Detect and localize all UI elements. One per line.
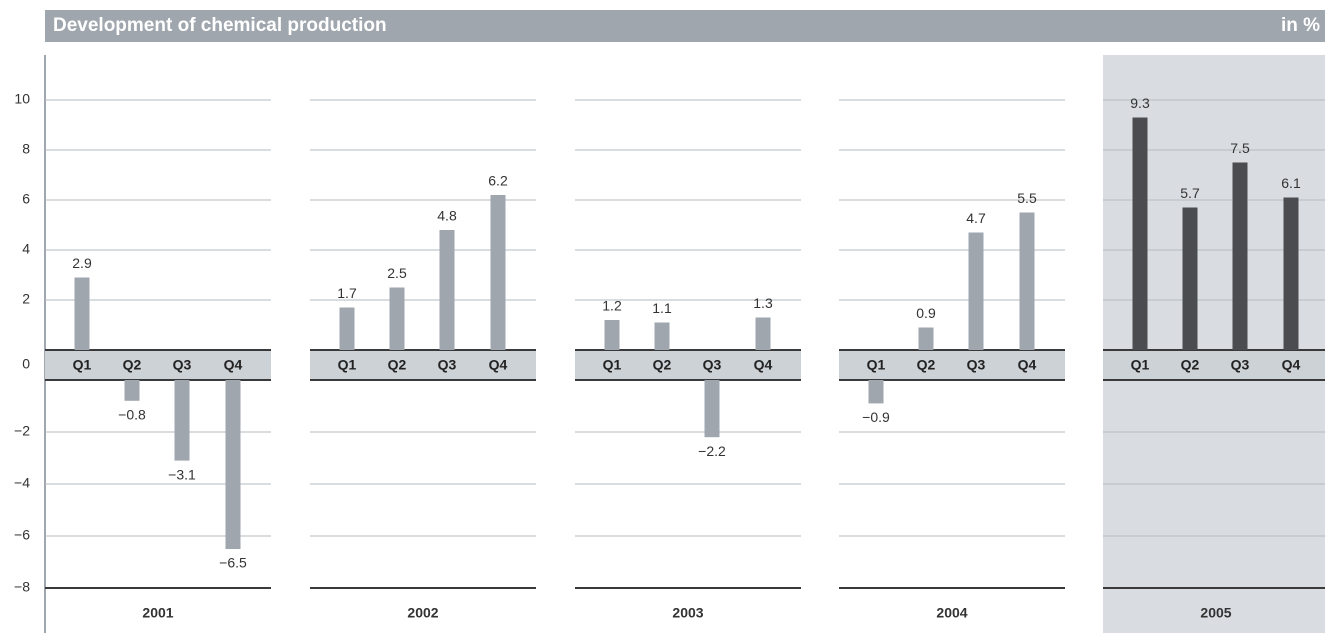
- quarter-label: Q3: [1231, 357, 1250, 373]
- value-label: 5.7: [1180, 185, 1200, 201]
- bar: [968, 232, 984, 350]
- value-label: 1.7: [337, 285, 357, 301]
- zero-band: [310, 350, 536, 380]
- value-label: 6.2: [488, 173, 508, 189]
- zero-band: [575, 350, 801, 380]
- y-tick-label: −2: [14, 423, 30, 439]
- bar: [225, 380, 241, 549]
- bar: [389, 287, 405, 350]
- quarter-label: Q4: [754, 357, 773, 373]
- quarter-label: Q2: [1181, 357, 1200, 373]
- value-label: −3.1: [168, 466, 196, 482]
- value-label: 6.1: [1281, 175, 1301, 191]
- year-label: 2004: [936, 605, 967, 621]
- unit-label: in %: [1281, 15, 1320, 36]
- bar: [604, 320, 620, 350]
- year-label: 2003: [672, 605, 703, 621]
- value-label: 4.8: [437, 208, 457, 224]
- value-label: −6.5: [219, 555, 247, 571]
- year-label: 2001: [142, 605, 173, 621]
- zero-band: [45, 350, 271, 380]
- quarter-label: Q1: [867, 357, 886, 373]
- zero-band: [1103, 350, 1325, 380]
- bar: [1019, 212, 1035, 350]
- year-label: 2002: [407, 605, 438, 621]
- value-label: 7.5: [1230, 140, 1250, 156]
- value-label: −0.9: [862, 409, 890, 425]
- bar: [339, 307, 355, 350]
- year-label: 2005: [1200, 605, 1231, 621]
- bar: [1232, 162, 1248, 350]
- quarter-label: Q4: [1018, 357, 1037, 373]
- quarter-label: Q4: [489, 357, 508, 373]
- title-bar: [45, 10, 1325, 42]
- value-label: 4.7: [966, 210, 986, 226]
- value-label: −0.8: [118, 407, 146, 423]
- bar: [654, 322, 670, 350]
- y-tick-label: −8: [14, 579, 30, 595]
- bar: [1182, 207, 1198, 350]
- quarter-label: Q3: [173, 357, 192, 373]
- quarter-label: Q2: [388, 357, 407, 373]
- bar: [1283, 197, 1299, 350]
- value-label: 5.5: [1017, 190, 1037, 206]
- y-tick-label: 0: [22, 356, 30, 372]
- value-label: 1.1: [652, 300, 672, 316]
- value-label: −2.2: [698, 443, 726, 459]
- bar: [439, 230, 455, 350]
- value-label: 1.2: [602, 298, 622, 314]
- quarter-label: Q2: [917, 357, 936, 373]
- quarter-label: Q1: [73, 357, 92, 373]
- y-tick-label: 8: [22, 141, 30, 157]
- quarter-label: Q1: [338, 357, 357, 373]
- value-label: 1.3: [753, 295, 773, 311]
- y-tick-label: 2: [22, 291, 30, 307]
- quarter-label: Q2: [653, 357, 672, 373]
- quarter-label: Q4: [1282, 357, 1301, 373]
- bar: [124, 380, 140, 401]
- bar: [74, 277, 90, 350]
- bar: [174, 380, 190, 461]
- bar: [868, 380, 884, 404]
- quarter-label: Q3: [438, 357, 457, 373]
- value-label: 2.5: [387, 265, 407, 281]
- bar: [918, 327, 934, 350]
- value-label: 9.3: [1130, 95, 1150, 111]
- quarter-label: Q3: [967, 357, 986, 373]
- y-tick-label: 10: [14, 91, 30, 107]
- bar: [1132, 117, 1148, 350]
- y-tick-label: 6: [22, 191, 30, 207]
- zero-band: [839, 350, 1065, 380]
- quarter-label: Q1: [603, 357, 622, 373]
- value-label: 0.9: [916, 305, 936, 321]
- chart-title: Development of chemical production: [53, 15, 387, 36]
- quarter-label: Q1: [1131, 357, 1150, 373]
- quarter-label: Q4: [224, 357, 243, 373]
- quarter-label: Q3: [703, 357, 722, 373]
- quarter-label: Q2: [123, 357, 142, 373]
- y-tick-label: 4: [22, 241, 30, 257]
- bar: [755, 317, 771, 350]
- y-tick-label: −6: [14, 527, 30, 543]
- y-tick-label: −4: [14, 475, 30, 491]
- bar: [704, 380, 720, 438]
- value-label: 2.9: [72, 255, 92, 271]
- bar: [490, 195, 506, 350]
